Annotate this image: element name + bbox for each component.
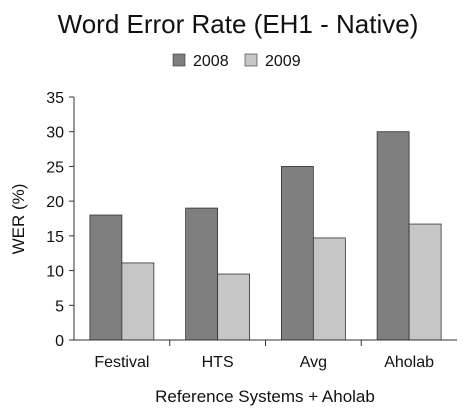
legend-swatch-2009 [244, 53, 258, 67]
chart-title: Word Error Rate (EH1 - Native) [58, 9, 419, 39]
y-tick-label: 20 [46, 194, 64, 211]
y-axis-label: WER (%) [9, 184, 28, 255]
bar-2009-aholab [408, 223, 442, 341]
bar-2008-hts [185, 207, 219, 341]
y-tick-label: 30 [46, 125, 64, 142]
y-tick-label: 5 [55, 298, 64, 315]
y-tick-label: 10 [46, 264, 64, 281]
bar-2009-avg [312, 237, 346, 341]
x-tick-label: HTS [202, 354, 234, 371]
x-axis-label: Reference Systems + Aholab [155, 387, 375, 406]
x-tick-label: Aholab [384, 354, 434, 371]
y-tick-label: 25 [46, 159, 64, 176]
legend-label-2009: 2009 [265, 53, 301, 70]
x-axis-ticks: Festival HTS Avg Aholab [94, 340, 434, 371]
x-tick-label: Festival [94, 354, 149, 371]
axes [73, 97, 457, 341]
y-tick-label: 15 [46, 229, 64, 246]
bar-2009-festival [121, 262, 155, 341]
bar-2008-festival [89, 214, 123, 341]
x-tick-label: Avg [300, 354, 327, 371]
bars [89, 131, 442, 341]
legend-label-2008: 2008 [193, 53, 229, 70]
bar-2009-hts [217, 273, 251, 341]
y-tick-label: 35 [46, 90, 64, 107]
legend-swatch-2008 [172, 53, 186, 67]
y-axis-ticks: 0 5 10 15 20 25 30 35 [46, 90, 74, 350]
legend: 2008 2009 [172, 53, 301, 70]
bar-2008-aholab [376, 131, 410, 341]
y-tick-label: 0 [55, 333, 64, 350]
bar-2008-avg [280, 166, 314, 341]
